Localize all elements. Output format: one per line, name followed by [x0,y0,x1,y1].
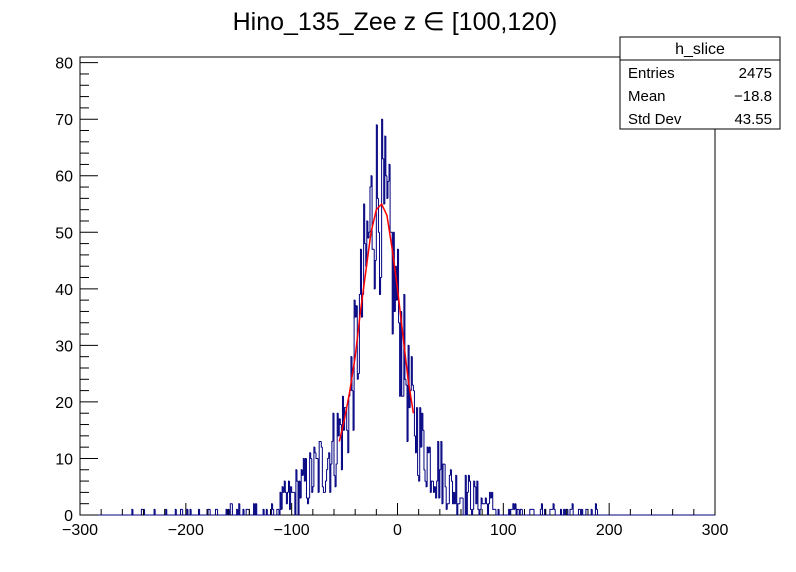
histogram-steps [80,118,715,516]
stats-entries-label: Entries [628,65,675,82]
stats-box-name: h_slice [675,41,725,58]
y-tick-label: 30 [55,338,73,355]
stats-mean-label: Mean [628,88,666,105]
x-tick-label: 200 [596,522,623,539]
x-tick-label: 300 [702,522,729,539]
y-axis: 0 10 20 30 40 50 60 70 80 [55,56,98,525]
stats-mean-value: −18.8 [734,88,772,105]
stats-entries-value: 2475 [739,65,772,82]
x-axis: −300 −200 −100 0 100 200 300 [62,503,728,539]
stats-box-frame [619,36,781,130]
y-tick-label: 50 [55,225,73,242]
y-tick-label: 20 [55,395,73,412]
y-tick-label: 80 [55,56,73,73]
y-tick-label: 70 [55,112,73,129]
x-tick-label: −300 [62,522,98,539]
fit-curve [338,202,415,442]
fit-curve-layer [338,202,415,442]
y-tick-label: 40 [55,282,73,299]
y-tick-label: 10 [55,451,73,468]
histogram-bars [80,118,715,516]
x-tick-label: −200 [168,522,204,539]
y-tick-label: 0 [64,508,73,525]
x-tick-label: −100 [274,522,310,539]
stats-box: h_slice Entries 2475 Mean −18.8 Std Dev … [619,36,781,130]
y-tick-label: 60 [55,169,73,186]
stats-stddev-label: Std Dev [628,111,682,128]
chart-title: Hino_135_Zee z ∈ [100,120) [233,8,558,36]
x-tick-label: 100 [490,522,517,539]
x-tick-label: 0 [393,522,402,539]
stats-stddev-value: 43.55 [734,111,772,128]
